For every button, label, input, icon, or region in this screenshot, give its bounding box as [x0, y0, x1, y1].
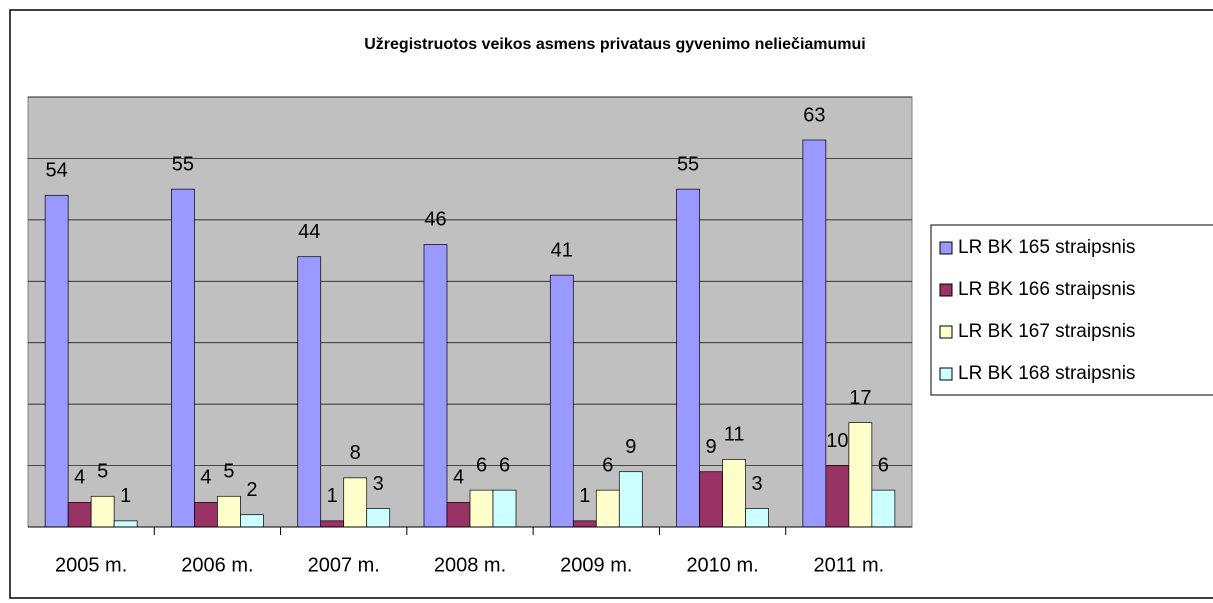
data-label: 10 [826, 430, 848, 452]
bar [618, 471, 643, 528]
data-label: 3 [752, 473, 763, 495]
bar [343, 477, 368, 528]
legend-label: LR BK 167 straipsnis [958, 321, 1135, 342]
data-label: 6 [602, 454, 613, 476]
bar [825, 465, 850, 528]
x-tick-label: 2007 m. [308, 554, 380, 576]
bar [44, 194, 69, 528]
data-label: 3 [373, 473, 384, 495]
data-label: 46 [424, 209, 446, 231]
data-label: 41 [551, 239, 573, 261]
data-label: 4 [74, 467, 85, 489]
bar [802, 139, 827, 528]
data-label: 44 [298, 221, 320, 243]
data-label: 55 [172, 153, 194, 175]
x-tick-label: 2010 m. [686, 554, 758, 576]
bar [194, 502, 218, 528]
data-label: 1 [579, 485, 590, 507]
x-tick-label: 2011 m. [813, 554, 884, 576]
bar [676, 188, 700, 528]
bar [113, 520, 138, 528]
bar [595, 489, 620, 528]
data-label: 6 [878, 454, 889, 476]
data-label: 17 [849, 387, 871, 409]
data-label: 6 [476, 454, 487, 476]
bar [572, 520, 597, 528]
legend-swatch [939, 325, 953, 339]
data-label: 4 [453, 467, 464, 489]
data-label: 5 [223, 461, 234, 483]
legend [930, 224, 1213, 396]
x-tick-label: 2006 m. [181, 554, 253, 576]
bar [446, 502, 471, 528]
chart-title: Užregistruotos veikos asmens privataus g… [364, 36, 866, 53]
data-label: 9 [706, 436, 717, 458]
x-tick-label: 2005 m. [55, 554, 127, 576]
bar [90, 495, 115, 528]
data-label: 54 [46, 160, 68, 182]
bar [722, 459, 746, 528]
bar [366, 508, 391, 528]
legend-swatch [939, 283, 953, 297]
bar [549, 274, 574, 528]
data-label: 63 [803, 104, 825, 126]
data-label: 9 [625, 436, 636, 458]
bar [240, 514, 264, 528]
bar [423, 244, 448, 528]
x-tick-label: 2009 m. [560, 554, 632, 576]
legend-swatch [939, 367, 953, 381]
x-tick-label: 2008 m. [434, 554, 506, 576]
bar [171, 188, 195, 528]
legend-label: LR BK 165 straipsnis [958, 237, 1135, 258]
legend-label: LR BK 168 straipsnis [958, 363, 1135, 384]
data-label: 8 [350, 442, 361, 464]
data-label: 55 [677, 153, 699, 175]
data-label: 6 [499, 454, 510, 476]
bar [871, 489, 896, 528]
plot-area [27, 96, 913, 528]
bar [469, 489, 494, 528]
bar [297, 256, 322, 528]
data-label: 1 [327, 485, 338, 507]
bar [492, 489, 517, 528]
legend-swatch [939, 241, 953, 255]
bar [67, 502, 92, 528]
data-label: 1 [120, 485, 131, 507]
bar [699, 471, 723, 528]
bar [848, 422, 873, 528]
bar [745, 508, 769, 528]
bar [217, 495, 241, 528]
legend-label: LR BK 166 straipsnis [958, 279, 1135, 300]
data-label: 5 [97, 461, 108, 483]
data-label: 4 [200, 467, 211, 489]
bar [320, 520, 345, 528]
data-label: 11 [724, 424, 745, 446]
data-label: 2 [246, 479, 257, 501]
